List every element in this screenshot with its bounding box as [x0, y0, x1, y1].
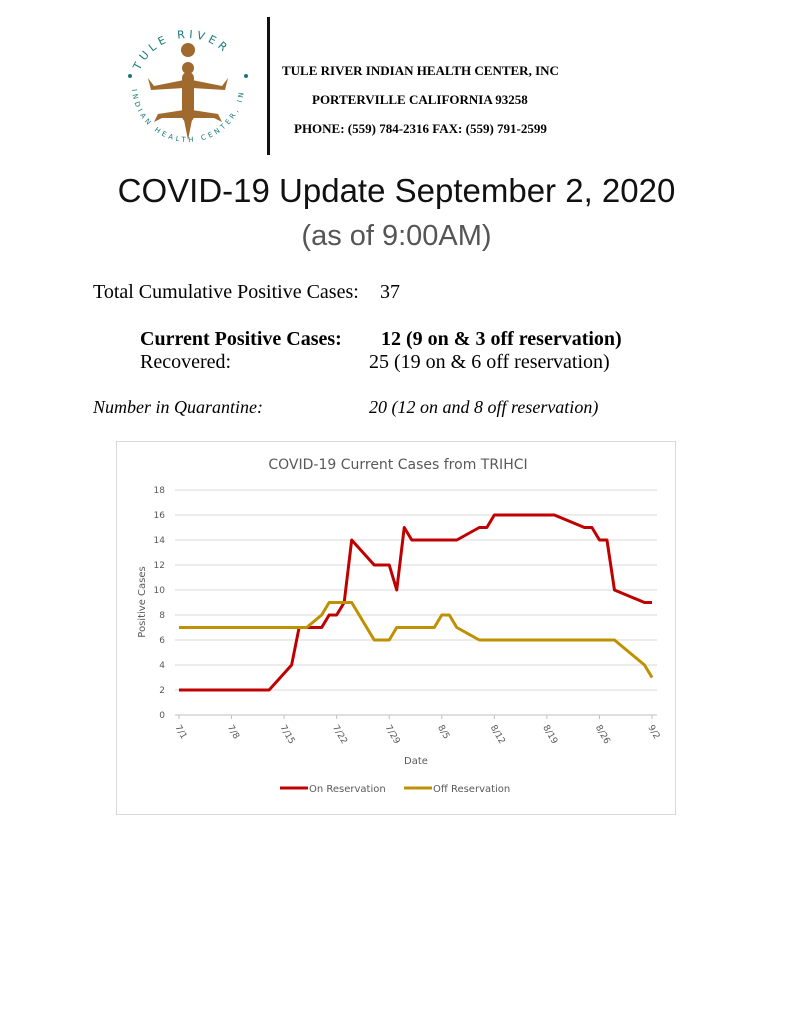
org-phone-fax: PHONE: (559) 784-2316 FAX: (559) 791-259… — [294, 121, 547, 136]
x-tick-label: 9/2 — [645, 724, 661, 742]
series-line-on-reservation — [179, 513, 652, 692]
y-tick-label: 4 — [159, 661, 165, 671]
current-cases-label: Current Positive Cases: — [140, 328, 342, 350]
total-cases-value: 37 — [380, 281, 400, 303]
page-title: COVID-19 Update September 2, 2020 — [117, 172, 676, 209]
y-tick-label: 18 — [154, 486, 166, 496]
series-line-off-reservation — [179, 601, 654, 679]
y-tick-label: 8 — [159, 611, 165, 621]
y-tick-label: 12 — [154, 561, 165, 571]
x-tick-label: 7/22 — [330, 724, 349, 747]
current-cases-value: 12 (9 on & 3 off reservation) — [381, 328, 622, 350]
quarantine-label: Number in Quarantine: — [93, 397, 263, 417]
x-tick-label: 8/5 — [435, 724, 451, 742]
x-tick-label: 8/26 — [593, 724, 612, 747]
line-chart: COVID-19 Current Cases from TRIHCI 0 2 4 6 8… — [137, 457, 661, 795]
chart-container: COVID-19 Current Cases from TRIHCI 0 2 4 6 8… — [116, 441, 676, 815]
total-cases-label: Total Cumulative Positive Cases: — [93, 281, 359, 303]
recovered-label: Recovered: — [140, 351, 232, 373]
header-divider — [267, 17, 270, 155]
org-address: PORTERVILLE CALIFORNIA 93258 — [312, 92, 528, 107]
x-tick-label: 7/8 — [225, 724, 241, 742]
page-subtitle: (as of 9:00AM) — [301, 220, 492, 252]
x-tick-label: 7/1 — [172, 724, 188, 742]
org-name: TULE RIVER INDIAN HEALTH CENTER, INC — [282, 63, 559, 78]
y-tick-label: 14 — [154, 536, 166, 546]
legend-label: Off Reservation — [433, 784, 510, 795]
quarantine-value: 20 (12 on and 8 off reservation) — [369, 397, 599, 417]
x-axis-label: Date — [404, 756, 428, 767]
x-tick-label: 8/19 — [540, 724, 559, 747]
legend-label: On Reservation — [309, 784, 386, 795]
recovered-value: 25 (19 on & 6 off reservation) — [369, 351, 610, 373]
y-tick-label: 0 — [159, 711, 165, 721]
y-tick-label: 2 — [159, 686, 165, 696]
y-tick-label: 16 — [154, 511, 166, 521]
x-tick-label: 8/12 — [488, 724, 507, 747]
x-tick-label: 7/15 — [278, 724, 297, 747]
tule-river-logo: TULE RIVER INDIAN HEALTH CENTER, INC. — [118, 28, 248, 144]
y-tick-label: 6 — [159, 636, 165, 646]
y-tick-label: 10 — [154, 586, 166, 596]
chart-title: COVID-19 Current Cases from TRIHCI — [268, 457, 527, 473]
y-axis-label: Positive Cases — [137, 566, 148, 637]
x-tick-label: 7/29 — [383, 724, 402, 747]
